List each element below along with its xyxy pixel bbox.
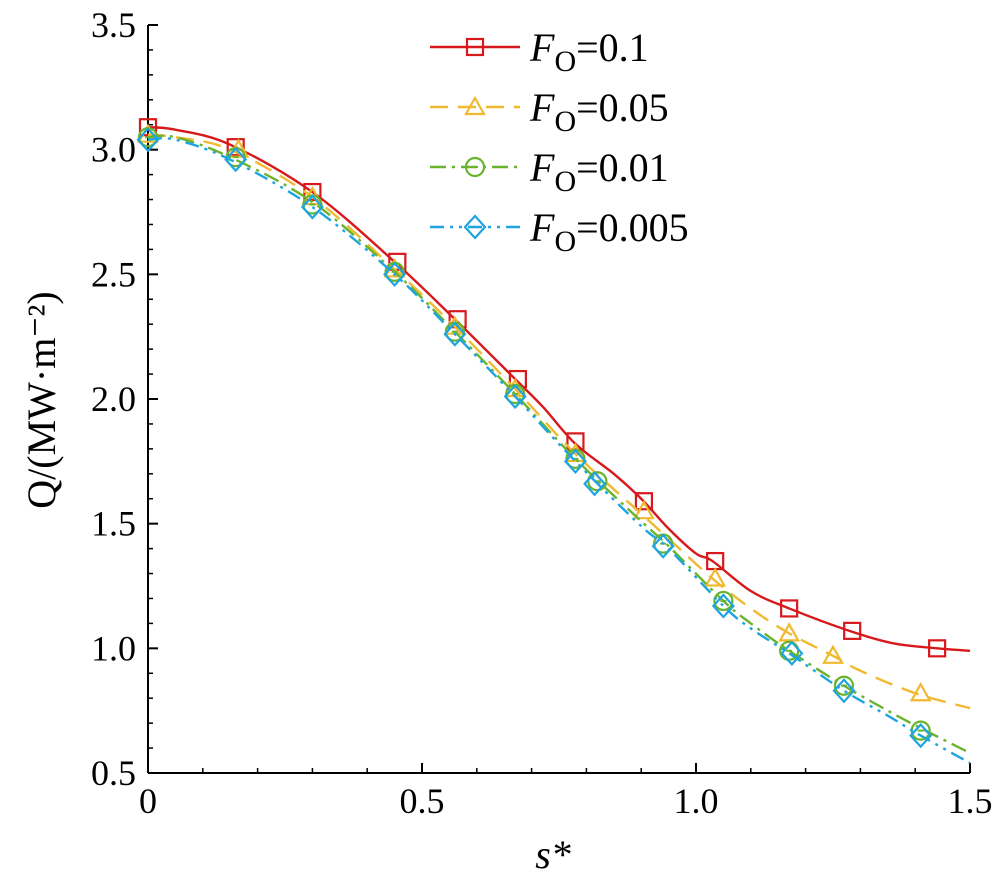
y-tick-label: 0.5 [91,753,136,793]
x-axis-title: s* [535,832,571,877]
legend-marker [464,156,486,178]
series-3 [137,127,971,755]
data-point [822,644,844,664]
legend-marker [465,37,485,57]
series-line [147,126,971,653]
data-point [778,622,801,642]
y-tick-label: 2.5 [91,254,136,294]
y-axis-title: Q/(MW·m⁻²) [19,291,64,509]
legend: FO=0.1 FO=0.05 FO=0.01 FO=0.005 [430,25,689,258]
data-point [388,252,407,271]
y-tick-label: 2.0 [91,379,136,419]
legend-label: FO=0.01 [529,145,669,198]
data-point [443,321,467,347]
data-point [713,590,734,612]
data-point [136,127,160,153]
series-2 [137,123,971,710]
data-point [503,383,527,410]
x-tick-label: 1.5 [948,781,993,821]
series-line [147,137,971,765]
data-point [780,640,804,666]
legend-label: FO=0.005 [529,205,689,258]
data-point [780,599,799,618]
marker-ring [833,675,855,696]
data-point [704,567,727,587]
legend-entry: FO=0.1 [430,25,649,78]
data-point [383,261,407,287]
series-4 [136,127,971,765]
x-tick-label: 0 [139,781,157,821]
legend-marker [464,95,486,116]
data-point [300,194,324,220]
data-point [633,499,655,520]
data-point [583,471,607,497]
y-tick-label: 3.0 [91,130,136,170]
x-tick-label: 1.0 [674,781,719,821]
data-point [651,533,675,559]
data-point [832,678,856,704]
legend-marker [463,214,487,240]
y-tick-label: 1.0 [91,628,136,668]
y-tick-label: 3.5 [91,5,136,45]
legend-label: FO=0.1 [529,25,649,78]
legend-entry: FO=0.01 [430,145,669,198]
legend-entry: FO=0.005 [430,205,689,258]
ticks: 0 0.5 1.0 1.50.51.01.52.02.53.03.5 [91,5,993,821]
data-point [226,138,245,157]
data-point [909,681,932,702]
data-point [843,621,862,640]
data-point [928,639,947,658]
series-1 [138,118,971,658]
legend-entry: FO=0.05 [430,85,669,138]
x-tick-label: 0.5 [400,781,445,821]
data-point [833,675,855,696]
series-layer [136,118,971,765]
marker-ring [713,590,734,612]
data-point [909,722,933,749]
data-point [711,593,735,619]
data-point [224,147,248,173]
marker-ring [464,156,486,178]
data-point [563,448,587,474]
y-tick-label: 1.5 [91,504,136,544]
data-point [634,492,654,511]
legend-label: FO=0.05 [529,85,669,138]
